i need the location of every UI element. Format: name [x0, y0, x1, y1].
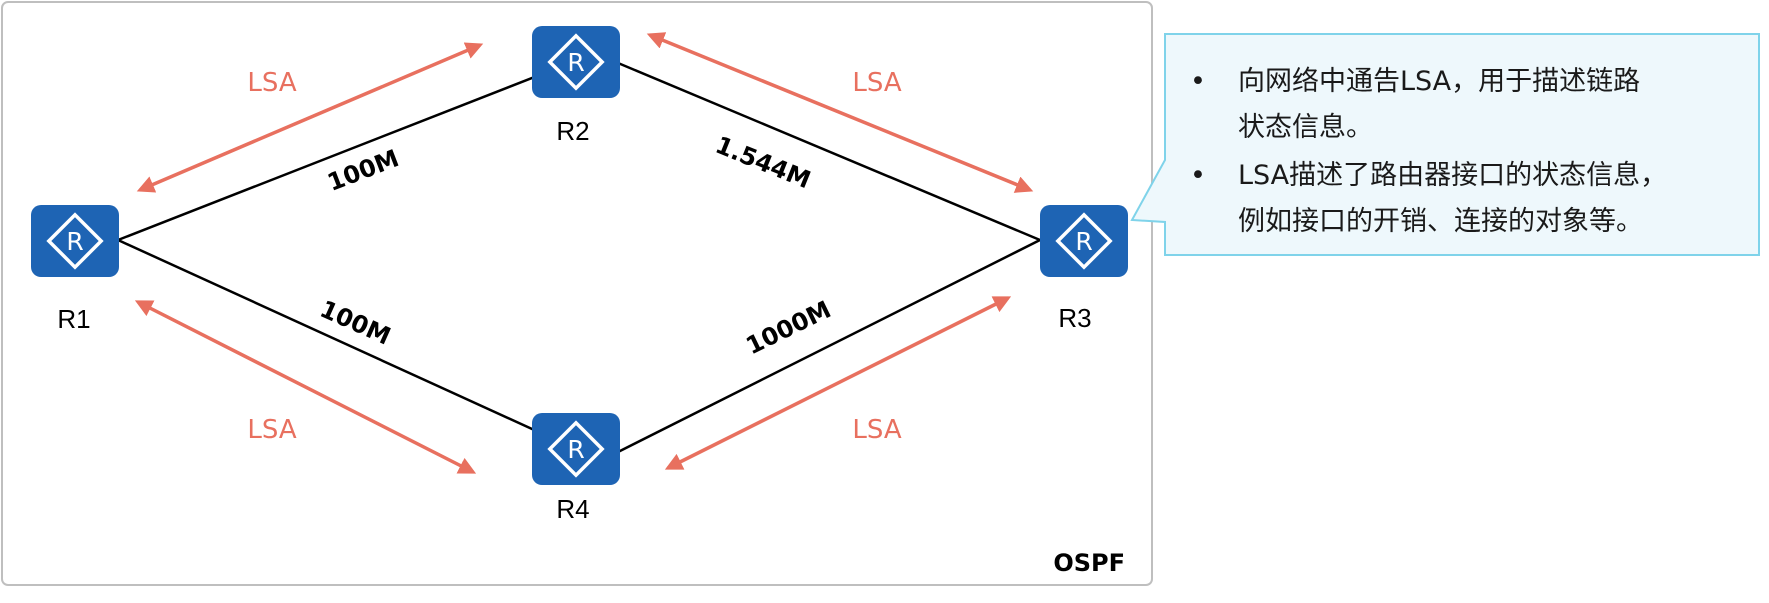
- lsa-label-bottom-right: LSA: [852, 415, 901, 445]
- router-icon: [31, 205, 119, 277]
- router-r4: R: [532, 413, 620, 485]
- callout-bullet-1-line-1: 向网络中通告LSA，用于描述链路: [1238, 66, 1640, 97]
- router-icon-letter: R: [567, 48, 584, 77]
- lsa-arrow-r2-r3: [646, 32, 1034, 193]
- router-r2: R: [532, 26, 620, 98]
- router-icon: [1040, 205, 1128, 277]
- callout-bullet-2-line-1: LSA描述了路由器接口的状态信息，: [1238, 160, 1667, 191]
- lsa-label-top-right: LSA: [852, 68, 901, 98]
- ospf-area-label: OSPF: [1053, 549, 1125, 577]
- router-icon-letter: R: [1075, 227, 1092, 256]
- router-label-r4: R4: [556, 494, 589, 524]
- lsa-arrow-r1-r2: [136, 42, 484, 193]
- lsa-label-bottom-left: LSA: [247, 415, 296, 445]
- callout-box: [1130, 33, 1760, 256]
- callout-bullet-1-marker: •: [1190, 66, 1206, 97]
- callout-bullet-2-marker: •: [1190, 160, 1206, 191]
- lsa-arrow-r4-r3: [664, 296, 1012, 470]
- callout: • 向网络中通告LSA，用于描述链路 状态信息。 • LSA描述了路由器接口的状…: [1130, 33, 1760, 256]
- router-label-r2: R2: [556, 116, 589, 146]
- router-icon: [532, 26, 620, 98]
- callout-bullet-1-line-2: 状态信息。: [1238, 112, 1373, 143]
- router-r1: R: [31, 205, 119, 277]
- lsa-label-top-left: LSA: [247, 68, 296, 98]
- router-icon-letter: R: [66, 227, 83, 256]
- router-r3: R: [1040, 205, 1128, 277]
- router-icon-letter: R: [567, 435, 584, 464]
- callout-bullet-2-line-2: 例如接口的开销、连接的对象等。: [1238, 206, 1643, 237]
- lsa-arrows: [134, 32, 1034, 474]
- router-icon: [532, 413, 620, 485]
- router-label-r3: R3: [1058, 303, 1091, 333]
- router-label-r1: R1: [57, 304, 90, 334]
- lsa-arrow-r1-r4: [134, 300, 477, 474]
